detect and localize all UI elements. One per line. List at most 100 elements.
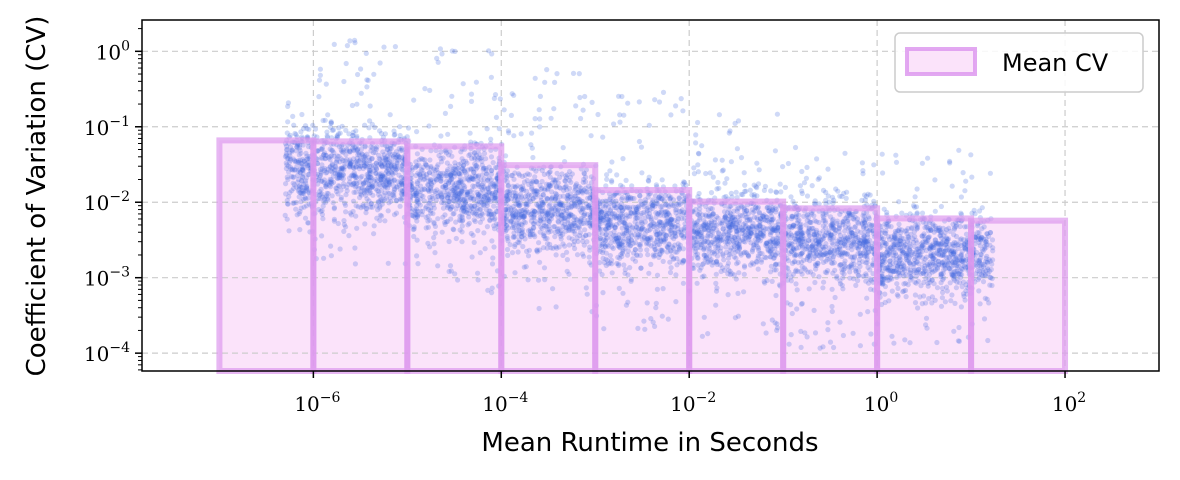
scatter-point-564: [392, 131, 398, 137]
scatter-point-2114: [563, 183, 569, 189]
scatter-point-576: [387, 143, 394, 149]
scatter-point-4658: [977, 301, 983, 307]
scatter-point-1582: [443, 184, 449, 191]
scatter-point-841: [382, 174, 388, 180]
scatter-point-2829: [651, 244, 657, 250]
scatter-point-485: [385, 165, 391, 171]
scatter-point-503: [320, 117, 326, 124]
scatter-point-1649: [584, 291, 590, 297]
scatter-point-4181: [871, 162, 877, 168]
scatter-point-1297: [414, 192, 420, 198]
scatter-point-946: [426, 200, 432, 206]
scatter-point-1697: [537, 116, 543, 122]
scatter-point-304: [390, 152, 396, 158]
scatter-point-1315: [459, 214, 465, 220]
scatter-point-1072: [431, 166, 437, 172]
scatter-point-902: [347, 163, 353, 169]
scatter-point-1164: [431, 221, 437, 227]
scatter-point-1057: [470, 176, 476, 182]
scatter-point-1636: [536, 305, 542, 312]
scatter-point-55: [286, 194, 292, 200]
scatter-point-4392: [847, 254, 854, 260]
scatter-point-811: [361, 163, 368, 169]
scatter-point-2304: [577, 219, 584, 225]
scatter-point-2880: [648, 222, 654, 228]
scatter-point-890: [347, 161, 353, 167]
scatter-point-1293: [420, 156, 426, 162]
scatter-point-2997: [641, 234, 647, 240]
scatter-point-1131: [479, 155, 485, 161]
scatter-point-838: [348, 160, 354, 166]
scatter-point-2862: [617, 119, 623, 125]
scatter-point-818: [312, 126, 319, 132]
scatter-point-2959: [598, 209, 604, 215]
scatter-point-423: [334, 156, 340, 162]
scatter-point-2977: [664, 249, 670, 255]
scatter-point-1180: [459, 229, 465, 235]
scatter-point-2268: [576, 184, 582, 190]
scatter-point-846: [391, 163, 397, 169]
scatter-point-465: [336, 131, 342, 137]
scatter-point-4353: [854, 219, 861, 225]
scatter-point-1536: [486, 189, 492, 196]
scatter-point-4399: [815, 236, 821, 242]
scatter-point-2147: [552, 229, 558, 235]
scatter-point-2208: [569, 171, 575, 177]
scatter-point-250: [358, 192, 364, 198]
scatter-point-146: [297, 190, 303, 196]
scatter-point-889: [332, 170, 338, 177]
scatter-point-4402: [799, 251, 805, 257]
scatter-point-1770: [551, 106, 557, 112]
scatter-point-1040: [427, 87, 433, 93]
scatter-point-3294: [691, 171, 698, 177]
scatter-point-750: [368, 201, 374, 207]
scatter-point-1763: [579, 251, 586, 257]
scatter-point-446: [355, 71, 361, 78]
scatter-point-956: [456, 190, 462, 196]
scatter-point-143: [290, 167, 296, 173]
scatter-point-1299: [449, 180, 456, 186]
scatter-point-1183: [471, 183, 478, 190]
scatter-point-1197: [459, 166, 465, 172]
scatter-point-2780: [603, 250, 609, 256]
scatter-point-2141: [511, 230, 517, 236]
scatter-point-1485: [423, 162, 429, 168]
scatter-point-425: [359, 173, 365, 179]
scatter-point-2298: [503, 192, 509, 198]
scatter-point-70: [300, 174, 306, 180]
scatter-point-842: [376, 156, 382, 162]
scatter-point-903: [364, 151, 370, 157]
scatter-point-1041: [417, 183, 424, 189]
scatter-point-1418: [474, 189, 480, 195]
scatter-point-1194: [457, 198, 463, 204]
scatter-point-1282: [450, 166, 456, 173]
scatter-point-979: [491, 203, 497, 209]
scatter-point-54: [299, 111, 305, 118]
scatter-point-1048: [422, 161, 428, 167]
scatter-point-663: [379, 159, 385, 165]
scatter-point-862: [352, 173, 359, 179]
scatter-point-744: [367, 167, 373, 174]
scatter-point-1496: [417, 196, 423, 202]
scatter-point-1191: [460, 162, 467, 168]
scatter-point-622: [366, 159, 372, 166]
scatter-point-1403: [460, 202, 467, 208]
scatter-point-1350: [432, 230, 438, 236]
scatter-point-361: [316, 94, 322, 100]
scatter-point-1140: [481, 199, 487, 205]
scatter-point-256: [333, 185, 339, 191]
scatter-point-1286: [473, 152, 480, 158]
scatter-point-184: [293, 199, 299, 206]
scatter-point-2583: [627, 243, 633, 249]
scatter-point-1598: [447, 198, 453, 204]
scatter-point-421: [350, 182, 356, 188]
scatter-point-659: [365, 185, 371, 191]
scatter-point-2944: [635, 325, 641, 331]
scatter-point-125: [298, 161, 304, 167]
scatter-point-1441: [488, 154, 495, 160]
scatter-point-1234: [414, 253, 420, 259]
scatter-point-836: [353, 189, 359, 195]
scatter-point-696: [353, 128, 359, 134]
scatter-point-1336: [435, 173, 441, 179]
scatter-point-516: [367, 169, 373, 175]
